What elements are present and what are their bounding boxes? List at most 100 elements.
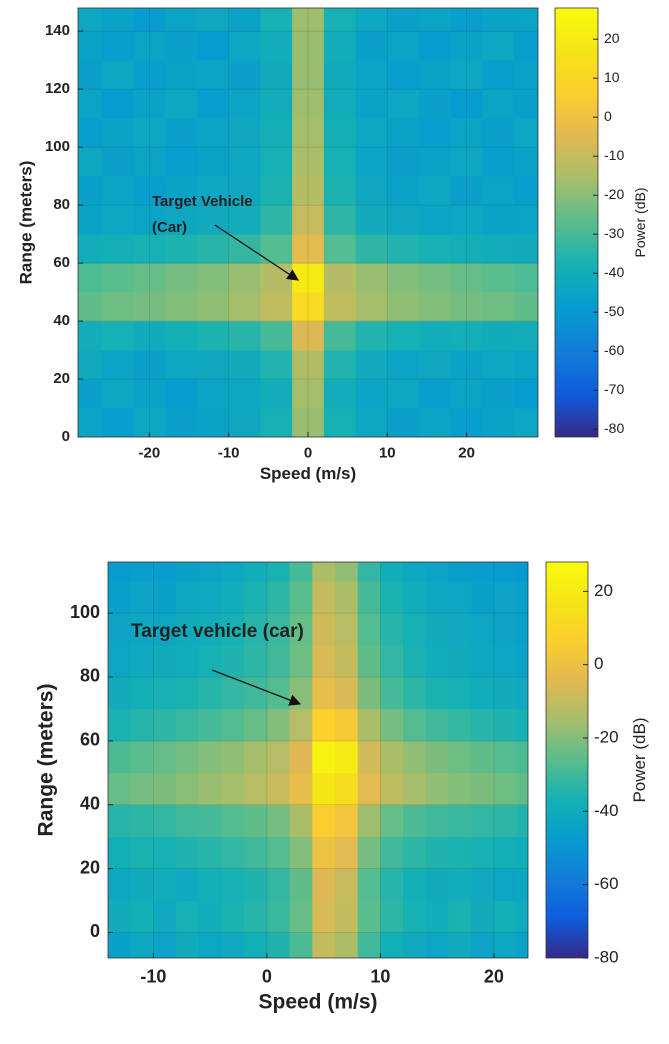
heatmap-cell — [78, 379, 103, 409]
heatmap-cell — [153, 740, 177, 774]
heatmap-cell — [514, 176, 538, 206]
heatmap-cell — [448, 613, 472, 646]
heatmap-cell — [516, 804, 528, 838]
heatmap-cell — [482, 147, 515, 177]
heatmap-cell — [153, 868, 177, 901]
heatmap-cell — [471, 562, 495, 582]
heatmap-cell — [387, 350, 420, 380]
heatmap-cell — [78, 176, 103, 206]
x-tick-label: -10 — [140, 967, 166, 987]
heatmap-cell — [228, 292, 261, 322]
heatmap-cell — [266, 772, 291, 806]
colorbar-tick-label: 0 — [604, 108, 612, 124]
heatmap-cell — [196, 31, 230, 61]
heatmap-cell — [133, 263, 166, 293]
heatmap-cell — [244, 708, 268, 742]
heatmap-cell — [228, 234, 261, 264]
heatmap-cell — [450, 350, 483, 380]
heatmap-cell — [323, 31, 356, 61]
heatmap-cell — [387, 321, 420, 351]
heatmap-cell — [450, 321, 483, 351]
heatmap-cell — [448, 708, 472, 742]
heatmap-cell — [228, 31, 261, 61]
heatmap-cell — [355, 31, 388, 61]
heatmap-cell — [419, 8, 452, 32]
heatmap-cell — [323, 263, 356, 293]
heatmap-cell — [419, 321, 452, 351]
heatmap-cell — [450, 60, 483, 90]
annotation-arrow — [214, 224, 299, 281]
heatmap-cell — [482, 321, 515, 351]
heatmap-cell — [221, 645, 245, 678]
heatmap-cell — [292, 205, 325, 235]
y-axis-label: Range (meters) — [34, 684, 57, 837]
heatmap-cell — [108, 645, 132, 678]
heatmap-cell — [101, 147, 134, 177]
heatmap-cell — [165, 89, 198, 119]
heatmap-cell — [335, 868, 359, 901]
heatmap-cell — [78, 263, 103, 293]
heatmap-cell — [108, 932, 132, 958]
colorbar-tick-label: -10 — [604, 147, 624, 163]
heatmap-cell — [228, 263, 261, 293]
heatmap-cell — [380, 836, 404, 869]
heatmap-cell — [493, 645, 518, 678]
heatmap-cell — [514, 321, 538, 351]
heatmap-cell — [471, 581, 495, 614]
heatmap-cell — [292, 379, 325, 409]
heatmap-cell — [493, 868, 518, 901]
heatmap-cell — [78, 205, 103, 235]
heatmap-cell — [471, 804, 495, 838]
heatmap-cell — [101, 176, 134, 206]
heatmap-cell — [133, 321, 166, 351]
heatmap-cell — [516, 740, 528, 774]
heatmap-cell — [244, 772, 268, 806]
heatmap-cell — [165, 350, 198, 380]
heatmap-cell — [471, 708, 495, 742]
heatmap-cell — [198, 562, 222, 582]
heatmap-cell — [357, 562, 381, 582]
heatmap-cell — [403, 772, 427, 806]
colorbar — [554, 7, 599, 438]
annotation: Target vehicle (car) — [131, 621, 304, 642]
heatmap-cell — [335, 645, 359, 678]
heatmap-cell — [101, 89, 134, 119]
heatmap-cell — [165, 408, 198, 437]
heatmap-cell — [514, 234, 538, 264]
heatmap-cell — [108, 613, 132, 646]
heatmap-cell — [292, 292, 325, 322]
colorbar-tick-label: 20 — [604, 30, 620, 46]
heatmap-cell — [425, 645, 449, 678]
colorbar-label: Power (dB) — [632, 187, 648, 257]
y-axis-label: Range (meters) — [16, 161, 35, 285]
heatmap-cell — [482, 234, 515, 264]
y-tick-label: 40 — [53, 312, 70, 329]
heatmap-cell — [425, 740, 449, 774]
heatmap-cell — [448, 836, 472, 869]
heatmap-cell — [387, 8, 420, 32]
heatmap-cell — [133, 379, 166, 409]
heatmap-cell — [153, 836, 177, 869]
heatmap-cell — [198, 804, 222, 838]
heatmap-cell — [260, 379, 293, 409]
heatmap-cell — [289, 562, 313, 582]
heatmap-cell — [514, 89, 538, 119]
heatmap-cell — [493, 708, 518, 742]
heatmap-cell — [357, 900, 381, 933]
heatmap-cell — [419, 31, 452, 61]
heatmap-cell — [292, 89, 325, 119]
heatmap-cell — [403, 645, 427, 678]
heatmap-cell — [312, 740, 336, 774]
heatmap-cell — [355, 8, 388, 32]
heatmap-cell — [289, 804, 313, 838]
heatmap-cell — [493, 836, 518, 869]
heatmap-cell — [289, 708, 313, 742]
heatmap-cell — [198, 900, 222, 933]
heatmap-cell — [260, 321, 293, 351]
heatmap-cell — [357, 740, 381, 774]
heatmap-cell — [130, 581, 154, 614]
heatmap-cell — [176, 740, 200, 774]
heatmap-cell — [176, 613, 200, 646]
heatmap-cell — [260, 89, 293, 119]
heatmap-cell — [450, 176, 483, 206]
